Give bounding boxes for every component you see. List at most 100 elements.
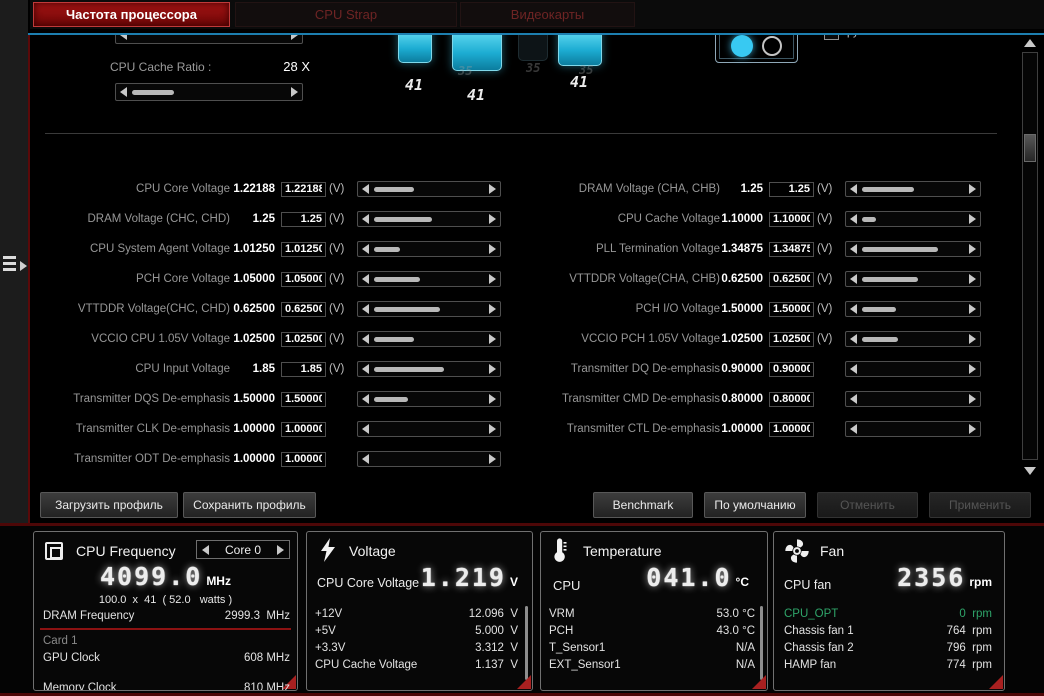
load-profile-button[interactable]: Загрузить профиль: [40, 492, 178, 518]
mode-indicator[interactable]: [715, 35, 798, 63]
slider-thumb[interactable]: [862, 216, 876, 222]
slider-right-arrow[interactable]: [969, 274, 976, 284]
slider-left-arrow[interactable]: [850, 214, 857, 224]
slider-left-arrow[interactable]: [362, 304, 369, 314]
slider-right-arrow[interactable]: [969, 424, 976, 434]
slider-left-arrow[interactable]: [850, 334, 857, 344]
voltage-slider[interactable]: [357, 211, 501, 227]
tab-cpu-strap[interactable]: CPU Strap: [235, 2, 457, 27]
slider-left-arrow[interactable]: [850, 184, 857, 194]
voltage-slider[interactable]: [357, 241, 501, 257]
slider-right-arrow[interactable]: [489, 304, 496, 314]
slider-left-arrow[interactable]: [120, 87, 127, 97]
slider-left-arrow[interactable]: [362, 214, 369, 224]
slider-right-arrow[interactable]: [489, 394, 496, 404]
slider-left-arrow[interactable]: [362, 454, 369, 464]
slider-thumb[interactable]: [862, 246, 938, 252]
scrollbar-thumb[interactable]: [1024, 134, 1036, 162]
voltage-input[interactable]: [281, 331, 326, 347]
panel-scrollbar[interactable]: [760, 606, 763, 680]
slider-left-arrow[interactable]: [362, 184, 369, 194]
slider-right-arrow[interactable]: [969, 334, 976, 344]
voltage-slider[interactable]: [357, 451, 501, 467]
tab-video-cards[interactable]: Видеокарты: [460, 2, 635, 27]
voltage-slider[interactable]: [357, 331, 501, 347]
voltage-slider[interactable]: [845, 391, 981, 407]
manual-checkbox[interactable]: [824, 35, 839, 40]
slider-thumb[interactable]: [374, 336, 414, 342]
slider-left-arrow[interactable]: [362, 394, 369, 404]
slider-right-arrow[interactable]: [969, 184, 976, 194]
slider-left-arrow[interactable]: [362, 424, 369, 434]
voltage-input[interactable]: [769, 421, 814, 437]
slider-thumb[interactable]: [374, 366, 444, 372]
slider-left-arrow[interactable]: [850, 394, 857, 404]
slider-left-arrow[interactable]: [120, 35, 127, 40]
voltage-slider[interactable]: [845, 271, 981, 287]
voltage-input[interactable]: [281, 181, 326, 197]
voltage-input[interactable]: [769, 301, 814, 317]
slider-left-arrow[interactable]: [362, 364, 369, 374]
slider-left-arrow[interactable]: [850, 244, 857, 254]
voltage-input[interactable]: [281, 421, 326, 437]
core-selector[interactable]: Core 0: [196, 540, 290, 559]
slider-right-arrow[interactable]: [489, 424, 496, 434]
slider-thumb[interactable]: [862, 306, 896, 312]
slider-right-arrow[interactable]: [969, 244, 976, 254]
voltage-input[interactable]: [281, 241, 326, 257]
voltage-input[interactable]: [769, 211, 814, 227]
slider-left-arrow[interactable]: [850, 364, 857, 374]
voltage-input[interactable]: [769, 361, 814, 377]
slider-thumb[interactable]: [132, 89, 174, 95]
slider-right-arrow[interactable]: [489, 214, 496, 224]
voltage-input[interactable]: [281, 301, 326, 317]
voltage-slider[interactable]: [845, 181, 981, 197]
voltage-slider[interactable]: [845, 421, 981, 437]
slider-left-arrow[interactable]: [850, 424, 857, 434]
voltage-slider[interactable]: [357, 271, 501, 287]
tab-cpu-frequency[interactable]: Частота процессора: [33, 2, 230, 27]
voltage-slider[interactable]: [845, 211, 981, 227]
voltage-input[interactable]: [769, 391, 814, 407]
slider-thumb[interactable]: [862, 276, 918, 282]
voltage-slider[interactable]: [357, 391, 501, 407]
slider-right-arrow[interactable]: [969, 394, 976, 404]
slider-right-arrow[interactable]: [291, 35, 298, 40]
scrollbar-track[interactable]: [1022, 52, 1038, 460]
resize-corner-icon[interactable]: [989, 675, 1003, 689]
slider-right-arrow[interactable]: [489, 334, 496, 344]
slider-right-arrow[interactable]: [969, 364, 976, 374]
voltage-slider[interactable]: [845, 361, 981, 377]
voltage-input[interactable]: [281, 451, 326, 467]
voltage-input[interactable]: [281, 361, 326, 377]
slider-thumb[interactable]: [374, 216, 432, 222]
voltage-slider[interactable]: [845, 331, 981, 347]
slider-thumb[interactable]: [374, 396, 408, 402]
voltage-slider[interactable]: [357, 301, 501, 317]
voltage-input[interactable]: [281, 271, 326, 287]
slider-thumb[interactable]: [862, 186, 914, 192]
core-next-icon[interactable]: [277, 544, 284, 555]
slider-left-arrow[interactable]: [850, 304, 857, 314]
slider-right-arrow[interactable]: [291, 87, 298, 97]
save-profile-button[interactable]: Сохранить профиль: [183, 492, 316, 518]
slider-left-arrow[interactable]: [850, 274, 857, 284]
voltage-slider[interactable]: [357, 421, 501, 437]
voltage-input[interactable]: [769, 331, 814, 347]
resize-corner-icon[interactable]: [752, 675, 766, 689]
scrollbar-down-button[interactable]: [1022, 464, 1038, 478]
clipped-top-slider[interactable]: [115, 35, 303, 44]
slider-left-arrow[interactable]: [362, 334, 369, 344]
slider-right-arrow[interactable]: [969, 304, 976, 314]
default-button[interactable]: По умолчанию: [704, 492, 806, 518]
voltage-input[interactable]: [769, 271, 814, 287]
resize-corner-icon[interactable]: [517, 675, 531, 689]
slider-thumb[interactable]: [374, 186, 414, 192]
benchmark-button[interactable]: Benchmark: [593, 492, 693, 518]
slider-thumb[interactable]: [862, 336, 898, 342]
slider-thumb[interactable]: [374, 306, 440, 312]
voltage-input[interactable]: [281, 391, 326, 407]
voltage-slider[interactable]: [845, 301, 981, 317]
cpu-cache-ratio-slider[interactable]: [115, 83, 303, 101]
slider-left-arrow[interactable]: [362, 274, 369, 284]
